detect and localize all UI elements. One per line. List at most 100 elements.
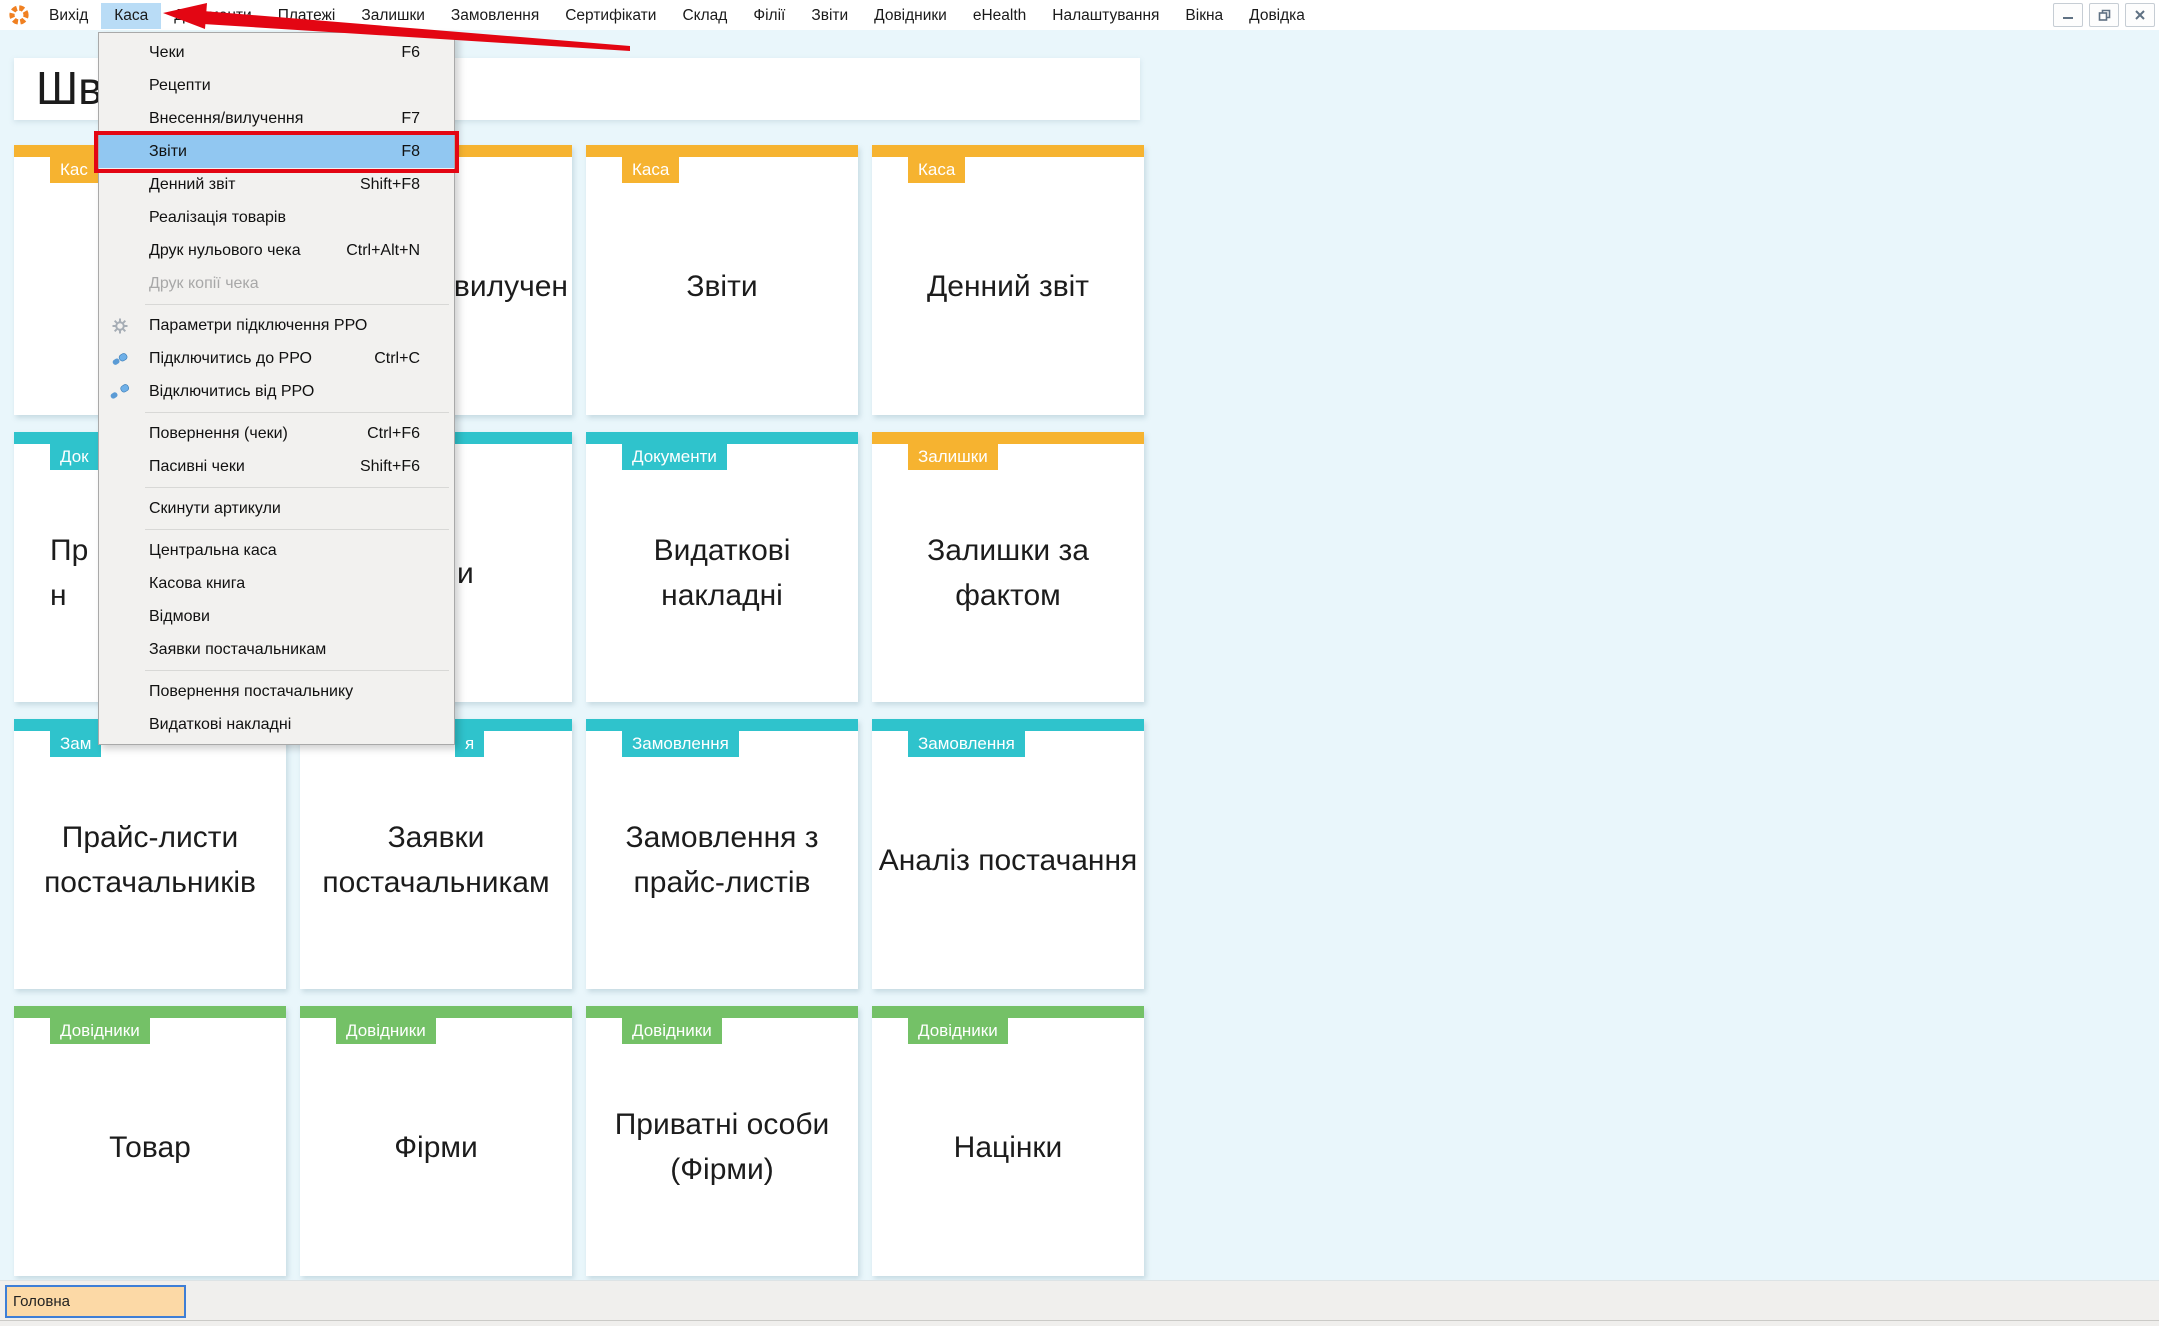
- menu-item-Чеки[interactable]: Чеки F6: [99, 36, 454, 69]
- menu-item-label: Заявки постачальникам: [149, 640, 327, 658]
- menu-item-Реалізація товарів[interactable]: Реалізація товарів: [99, 201, 454, 234]
- menubar-item-eHealth[interactable]: eHealth: [972, 6, 1027, 24]
- menu-icon-placeholder: [108, 43, 132, 63]
- tile-title: Націнки: [953, 1130, 1063, 1164]
- menubar-item-Документи[interactable]: Документи: [174, 6, 252, 24]
- menu-item-label: Повернення постачальнику: [149, 682, 354, 700]
- menu-item-Видаткові накладні[interactable]: Видаткові накладні: [99, 708, 454, 741]
- menu-item-Скинути артикули[interactable]: Скинути артикули: [99, 492, 454, 525]
- menubar-item-Звіти[interactable]: Звіти: [811, 6, 849, 24]
- tiles-grid: Кас вилучен Каса Звіти Каса Денний звіт Док Пр …: [14, 145, 1144, 1276]
- tile-title: Видаткові накладні: [653, 534, 791, 612]
- tile-color-bar: [586, 432, 858, 444]
- tile-Видаткові-накладні[interactable]: Документи Видаткові накладні: [586, 432, 858, 702]
- menu-item-shortcut: F7: [401, 109, 420, 127]
- tile-title: Залишки за фактом: [927, 534, 1089, 612]
- menubar-item-Довідники[interactable]: Довідники: [874, 6, 947, 24]
- menu-icon-placeholder: [108, 541, 132, 561]
- menu-item-shortcut: Shift+F8: [359, 175, 420, 193]
- restore-button[interactable]: [2089, 3, 2119, 27]
- tile-category-tag: Зам: [50, 731, 102, 757]
- menu-item-Внесення/вилучення[interactable]: Внесення/вилучення F7: [99, 102, 454, 135]
- menu-item-Повернення (чеки)[interactable]: Повернення (чеки) Ctrl+F6: [99, 417, 454, 450]
- tile-Заявки-постачальникам[interactable]: я Заявки постачальникам: [300, 719, 572, 989]
- tile-Товар[interactable]: Довідники Товар: [14, 1006, 286, 1276]
- menu-item-Денний звіт[interactable]: Денний звіт Shift+F8: [99, 168, 454, 201]
- menu-item-Касова книга[interactable]: Касова книга: [99, 567, 454, 600]
- tile-color-bar: [586, 719, 858, 731]
- menu-item-Звіти[interactable]: Звіти F8: [99, 135, 454, 168]
- menu-item-Пасивні чеки[interactable]: Пасивні чеки Shift+F6: [99, 450, 454, 483]
- menu-icon-placeholder: [108, 640, 132, 660]
- menubar-item-Вихід[interactable]: Вихід: [49, 6, 89, 24]
- tile-title: Денний звіт: [926, 269, 1090, 303]
- tile-category-tag: Документи: [622, 444, 727, 470]
- tile-Залишки-за-фактом[interactable]: Залишки Залишки за фактом: [872, 432, 1144, 702]
- tile-Аналіз-постачання[interactable]: Замовлення Аналіз постачання: [872, 719, 1144, 989]
- tile-title: и: [457, 556, 474, 590]
- tile-category-tag: Залишки: [908, 444, 998, 470]
- close-icon: [2135, 10, 2145, 20]
- tile-Денний-звіт[interactable]: Каса Денний звіт: [872, 145, 1144, 415]
- menu-icon-placeholder: [108, 76, 132, 96]
- tile-Замовлення-з-прайс-листів[interactable]: Замовлення Замовлення з прайс-листів: [586, 719, 858, 989]
- menu-item-label: Денний звіт: [149, 175, 236, 193]
- menu-separator: [99, 525, 454, 534]
- tile-category-tag: Довідники: [336, 1018, 436, 1044]
- menu-item-Центральна каса[interactable]: Центральна каса: [99, 534, 454, 567]
- menu-item-Параметри підключення РРО[interactable]: Параметри підключення РРО: [99, 309, 454, 342]
- tile-Прайс-листи-постачальників[interactable]: Зам Прайс-листи постачальників: [14, 719, 286, 989]
- menu-item-Підключитись до РРО[interactable]: Підключитись до РРО Ctrl+C: [99, 342, 454, 375]
- menu-item-label: Пасивні чеки: [149, 457, 245, 475]
- tile-title: Фірми: [394, 1130, 478, 1164]
- menu-item-Рецепти[interactable]: Рецепти: [99, 69, 454, 102]
- tile-Фірми[interactable]: Довідники Фірми: [300, 1006, 572, 1276]
- menu-item-Відмови[interactable]: Відмови: [99, 600, 454, 633]
- menubar-item-Залишки[interactable]: Залишки: [361, 6, 425, 24]
- menubar-item-Налаштування[interactable]: Налаштування: [1052, 6, 1160, 24]
- tile-color-bar: [872, 1006, 1144, 1018]
- menu-item-Повернення постачальнику[interactable]: Повернення постачальнику: [99, 675, 454, 708]
- footer-tab-home[interactable]: Головна: [5, 1285, 186, 1318]
- tile-title: Звіти: [686, 269, 758, 303]
- menubar-item-Склад[interactable]: Склад: [682, 6, 728, 24]
- menubar-item-Довідка[interactable]: Довідка: [1249, 6, 1305, 24]
- tile-color-bar: [586, 145, 858, 157]
- menu-item-label: Параметри підключення РРО: [149, 316, 368, 334]
- restore-icon: [2098, 9, 2110, 21]
- menu-icon-placeholder: [108, 241, 132, 261]
- menu-item-label: Друк нульового чека: [149, 241, 301, 259]
- tile-title: вилучен: [453, 269, 568, 303]
- close-button[interactable]: [2125, 3, 2155, 27]
- tile-category-tag: Док: [50, 444, 99, 470]
- menu-separator: [99, 300, 454, 309]
- menu-item-Заявки постачальникам[interactable]: Заявки постачальникам: [99, 633, 454, 666]
- tile-category-tag: Замовлення: [908, 731, 1025, 757]
- minimize-button[interactable]: [2053, 3, 2083, 27]
- menubar-item-Вікна[interactable]: Вікна: [1185, 6, 1224, 24]
- menu-item-label: Підключитись до РРО: [149, 349, 312, 367]
- menu-item-label: Внесення/вилучення: [149, 109, 304, 127]
- menu-item-Друк копії чека: Друк копії чека: [99, 267, 454, 300]
- tile-category-tag: Каса: [908, 157, 966, 183]
- menu-item-Друк нульового чека[interactable]: Друк нульового чека Ctrl+Alt+N: [99, 234, 454, 267]
- tile-color-bar: [872, 719, 1144, 731]
- menu-icon-placeholder: [108, 499, 132, 519]
- tile-color-bar: [872, 145, 1144, 157]
- tile-Звіти[interactable]: Каса Звіти: [586, 145, 858, 415]
- menubar-item-Платежі[interactable]: Платежі: [277, 6, 336, 24]
- menubar-item-Сертифікати[interactable]: Сертифікати: [565, 6, 657, 24]
- app-logo-icon: [9, 5, 29, 25]
- tile-Націнки[interactable]: Довідники Націнки: [872, 1006, 1144, 1276]
- menubar-item-Каса[interactable]: Каса: [101, 2, 162, 29]
- tile-Приватні-особи-(Фірми)[interactable]: Довідники Приватні особи (Фірми): [586, 1006, 858, 1276]
- tile-title: Прайс-листи постачальників: [44, 821, 256, 899]
- menubar-item-Філії[interactable]: Філії: [753, 6, 786, 24]
- menu-icon-placeholder: [108, 574, 132, 594]
- menubar-item-Замовлення[interactable]: Замовлення: [450, 6, 540, 24]
- tile-title: Пр н: [50, 534, 89, 612]
- menu-item-Відключитись від РРО[interactable]: Відключитись від РРО: [99, 375, 454, 408]
- plug-connect-icon: [108, 349, 132, 369]
- menu-item-label: Повернення (чеки): [149, 424, 288, 442]
- tile-color-bar: [872, 432, 1144, 444]
